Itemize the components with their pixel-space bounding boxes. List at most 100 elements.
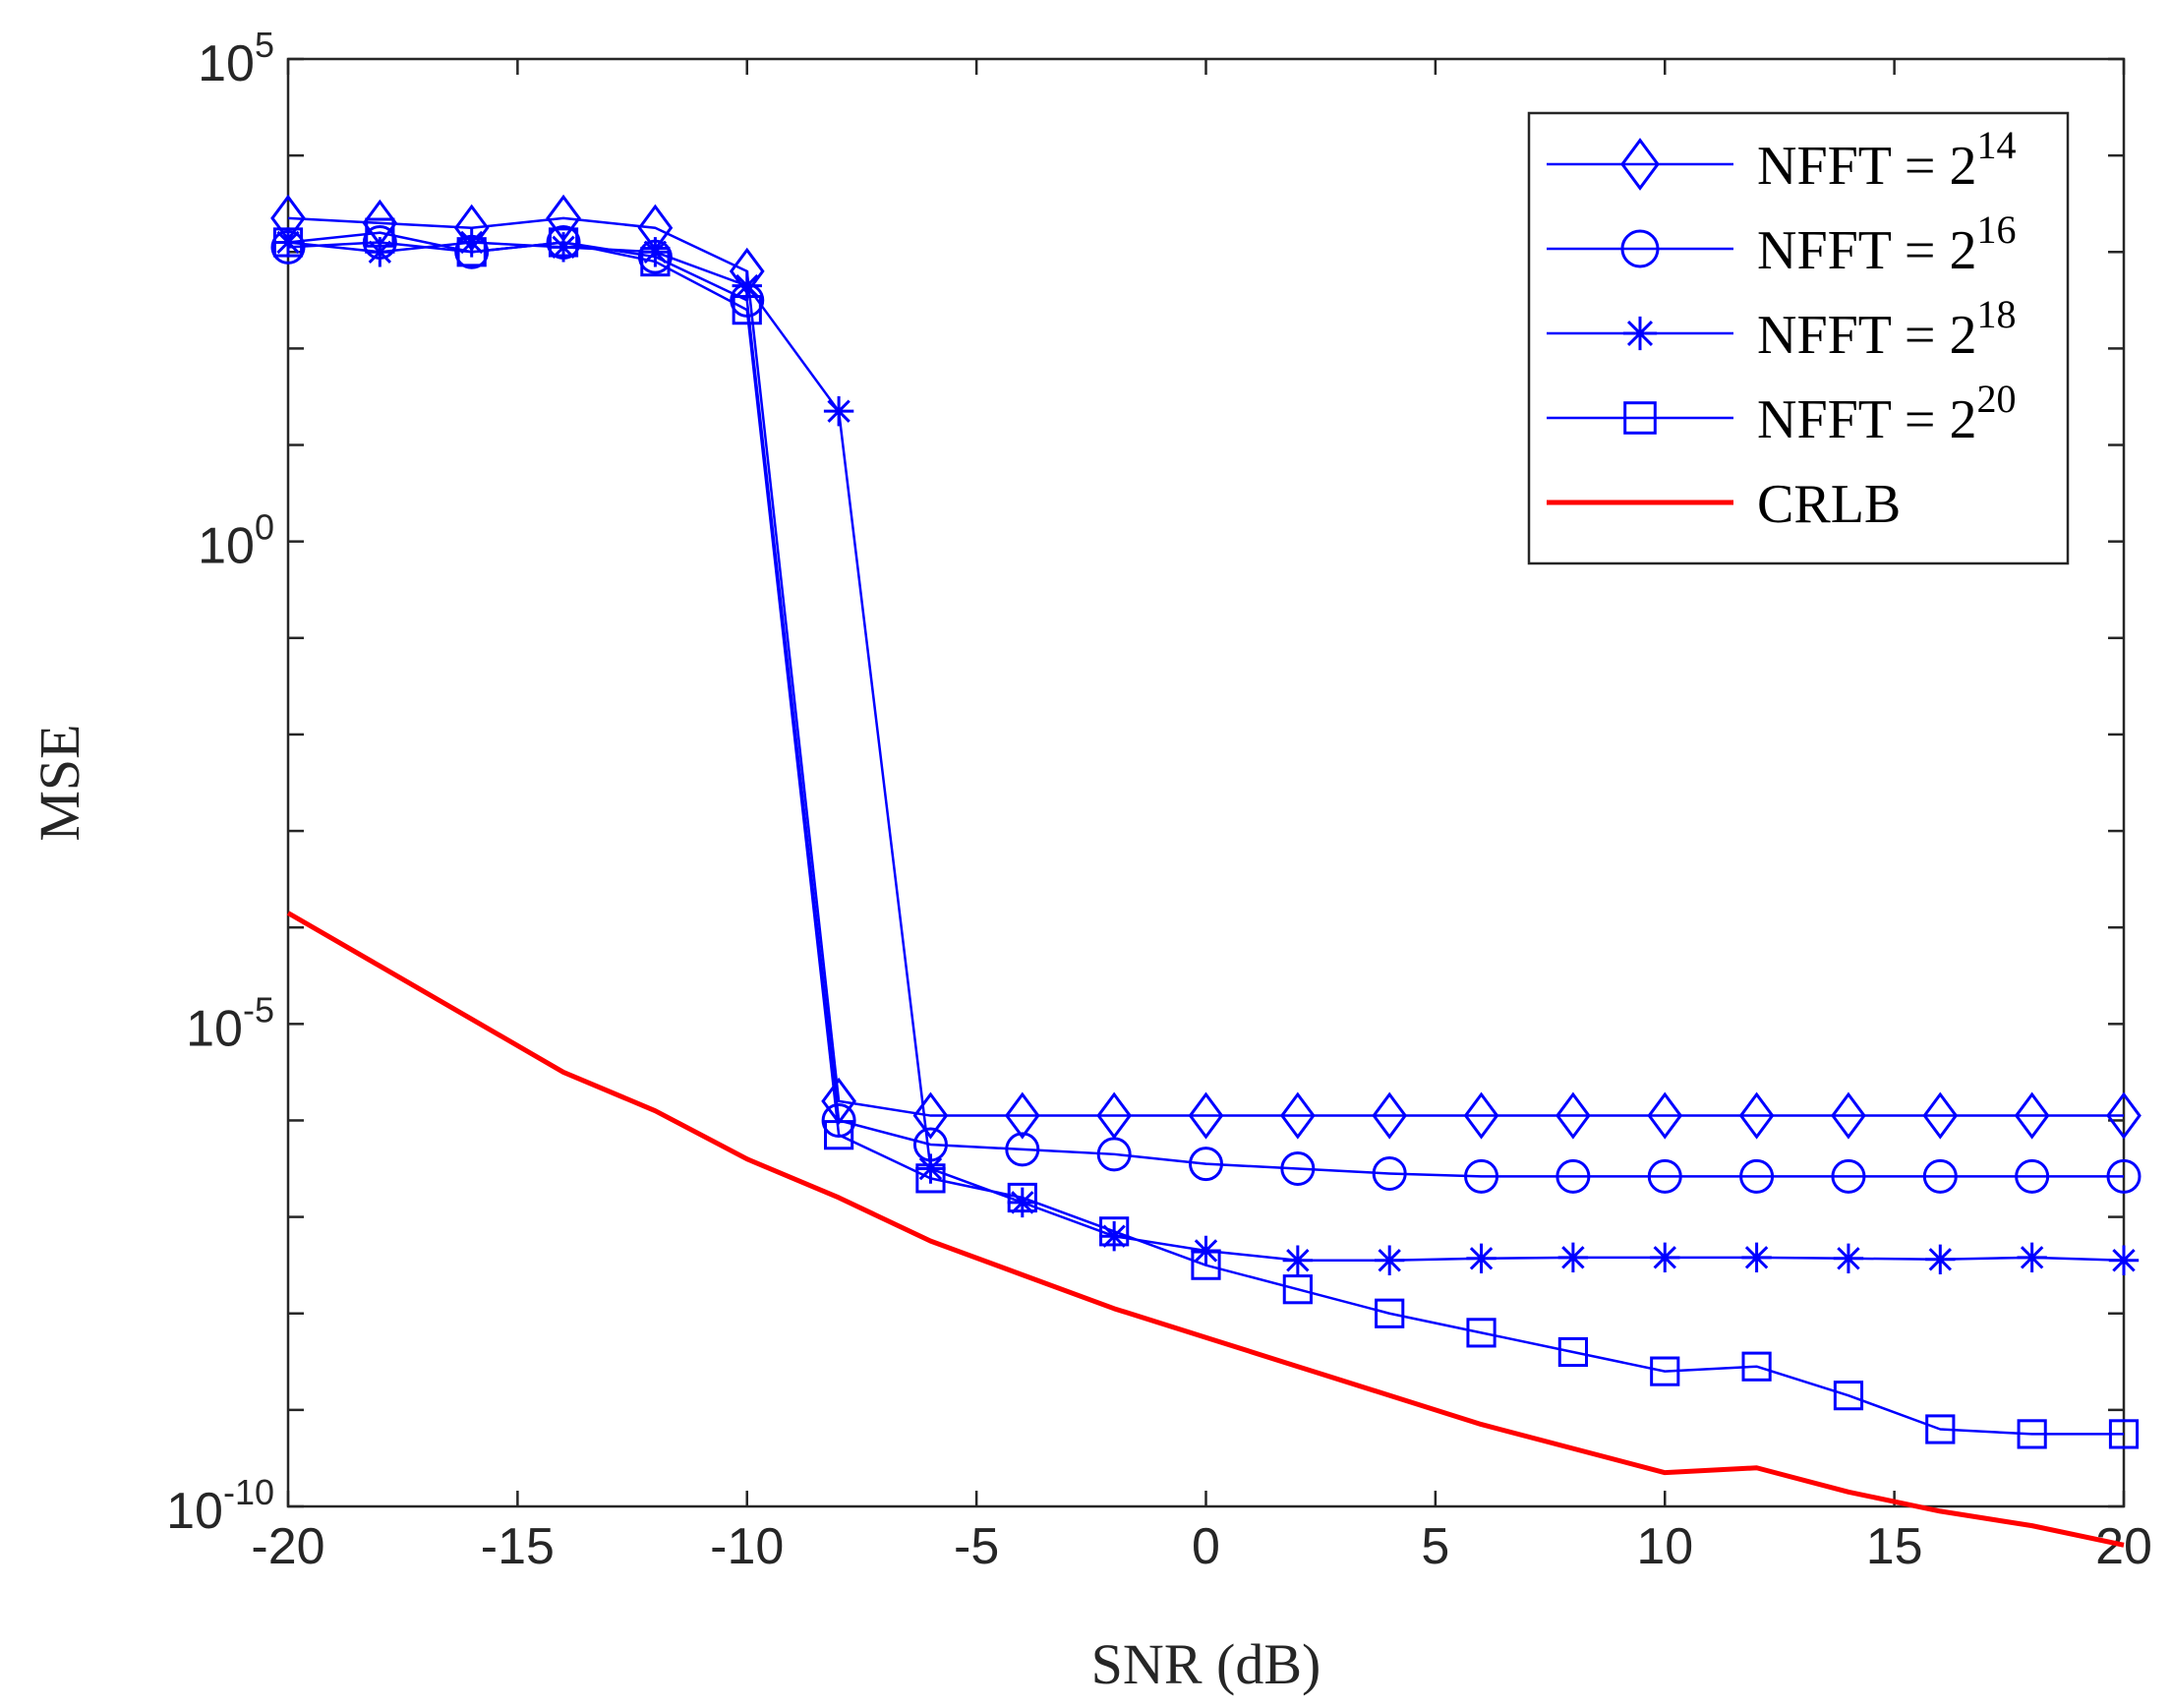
data-point <box>1620 229 1660 268</box>
x-tick-label: -10 <box>710 1518 784 1575</box>
marker-square <box>1007 1182 1037 1213</box>
data-point <box>1004 1091 1040 1140</box>
marker-circle <box>2106 1158 2142 1194</box>
marker-diamond <box>1279 1091 1316 1140</box>
data-point <box>2015 1158 2050 1194</box>
marker-square <box>640 246 671 277</box>
marker-star <box>1622 316 1658 351</box>
data-point <box>2108 1419 2140 1449</box>
marker-circle <box>1096 1137 1132 1172</box>
data-point <box>732 295 762 325</box>
marker-circle <box>1464 1158 1499 1194</box>
data-point <box>1375 1298 1405 1328</box>
data-point <box>1620 138 1660 191</box>
x-axis-label: SNR (dB) <box>1091 1632 1321 1696</box>
marker-diamond <box>1647 1091 1683 1140</box>
marker-circle <box>1922 1158 1958 1194</box>
marker-square <box>732 295 762 325</box>
marker-circle <box>1647 1158 1682 1194</box>
marker-diamond <box>2014 1091 2050 1140</box>
x-tick-label: 0 <box>1192 1518 1220 1575</box>
marker-diamond <box>1004 1091 1040 1140</box>
marker-star <box>456 227 487 258</box>
data-point <box>2106 1091 2142 1140</box>
data-point <box>1189 1147 1223 1182</box>
data-point <box>824 1120 854 1150</box>
marker-square <box>1623 401 1657 435</box>
data-point <box>1007 1187 1037 1218</box>
marker-square <box>1557 1336 1589 1368</box>
data-point <box>1555 1091 1591 1140</box>
data-point <box>1741 1242 1772 1273</box>
data-point <box>640 237 671 267</box>
marker-star <box>1098 1221 1130 1252</box>
y-axis-label: MSE <box>28 724 91 841</box>
data-point <box>1372 1091 1408 1140</box>
marker-circle <box>1280 1151 1316 1187</box>
data-point <box>456 227 487 258</box>
legend-label: NFFT = 220 <box>1757 377 2017 450</box>
data-point <box>912 1091 949 1140</box>
marker-square <box>456 237 487 267</box>
data-point <box>1096 1137 1132 1172</box>
legend-item: CRLB <box>1547 474 1901 535</box>
marker-star <box>2108 1245 2140 1275</box>
legend-label: CRLB <box>1757 474 1901 535</box>
marker-square <box>1833 1381 1864 1411</box>
series-line <box>287 216 2124 1117</box>
data-point <box>1647 1091 1683 1140</box>
legend-item: NFFT = 214 <box>1547 123 2017 197</box>
data-point <box>1191 1250 1221 1280</box>
legend-label: NFFT = 216 <box>1757 207 2017 281</box>
data-point <box>1096 1091 1133 1140</box>
marker-square <box>548 227 579 258</box>
legend-label: NFFT = 218 <box>1757 292 2017 366</box>
data-point <box>1741 1351 1772 1382</box>
marker-square <box>1650 1356 1680 1386</box>
legend-label: NFFT = 214 <box>1757 123 2017 197</box>
data-point <box>1557 1336 1589 1368</box>
y-tick-label: 105 <box>198 25 274 92</box>
x-tick-label: 15 <box>1866 1518 1923 1575</box>
marker-square <box>824 1120 854 1150</box>
data-point <box>1098 1221 1130 1252</box>
data-point <box>1922 1158 1958 1194</box>
data-point <box>1007 1182 1037 1213</box>
data-point <box>1555 1158 1591 1194</box>
data-point <box>1463 1091 1499 1140</box>
marker-diamond <box>1831 1091 1866 1140</box>
marker-star <box>1650 1242 1680 1273</box>
marker-circle <box>1739 1158 1775 1194</box>
data-point <box>1282 1274 1313 1305</box>
data-point <box>1282 1245 1314 1275</box>
data-point <box>1622 316 1658 351</box>
data-point <box>1375 1245 1405 1275</box>
data-point <box>548 232 579 263</box>
marker-star <box>1007 1187 1037 1218</box>
marker-star <box>2017 1242 2047 1273</box>
marker-diamond <box>1188 1091 1224 1140</box>
marker-square <box>2017 1419 2047 1449</box>
data-point <box>915 1163 946 1194</box>
data-point <box>1466 1243 1496 1273</box>
data-point <box>365 217 395 248</box>
data-point <box>915 1153 946 1184</box>
data-point <box>640 246 671 277</box>
data-point <box>272 227 304 258</box>
series-line <box>286 911 2125 1548</box>
marker-square <box>272 227 304 258</box>
marker-square <box>1741 1351 1772 1382</box>
x-tick-label: 10 <box>1636 1518 1693 1575</box>
marker-diamond <box>1372 1091 1408 1140</box>
marker-square <box>1375 1298 1405 1328</box>
data-point <box>1925 1244 1956 1274</box>
data-point <box>2108 1245 2140 1275</box>
data-point <box>1188 1091 1224 1140</box>
marker-star <box>915 1153 946 1184</box>
marker-star <box>640 237 671 267</box>
marker-square <box>1282 1274 1313 1305</box>
legend-item: NFFT = 220 <box>1547 377 2017 450</box>
data-point <box>1372 1155 1407 1191</box>
series-4 <box>286 911 2125 1548</box>
